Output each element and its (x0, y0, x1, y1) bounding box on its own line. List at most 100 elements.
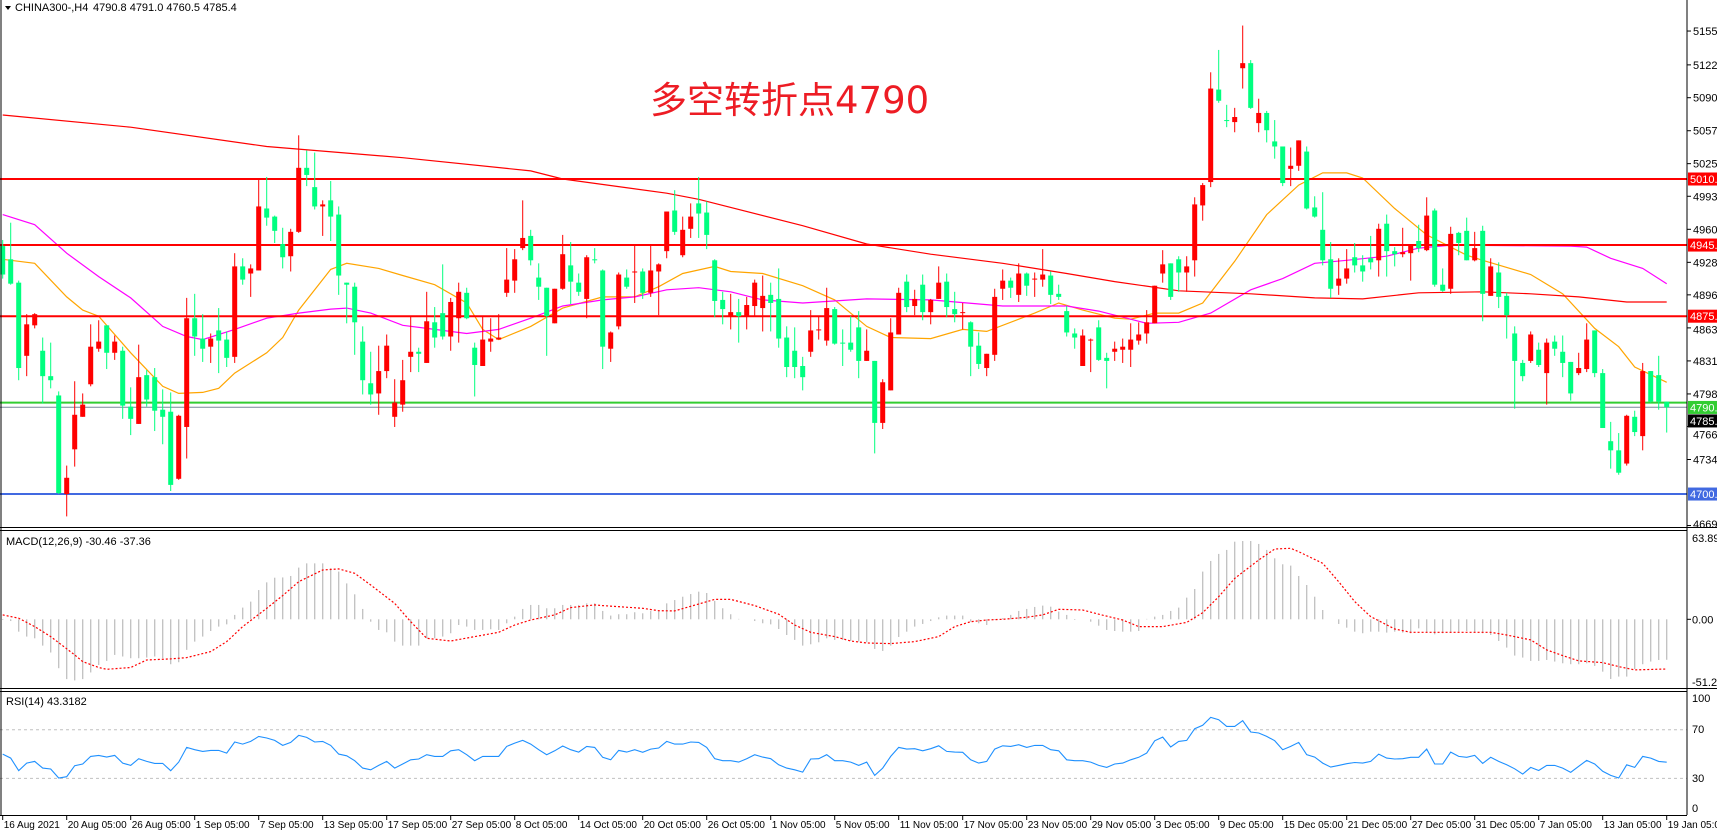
candle (1376, 223, 1382, 277)
macd-axis-label: 0.00 (1692, 614, 1713, 626)
candle (800, 356, 806, 391)
candle (368, 351, 374, 405)
candle (264, 176, 270, 226)
price-tick-label: 4669.0 (1693, 519, 1717, 531)
candle-body (1624, 415, 1630, 464)
candle-body (960, 312, 966, 314)
candle (456, 282, 462, 343)
candle (104, 325, 110, 370)
candle-body (768, 294, 774, 303)
candle (96, 320, 102, 352)
candle (1384, 214, 1390, 277)
symbol-timeframe: CHINA300-,H4 (15, 2, 88, 14)
candle-body (848, 342, 854, 350)
price-tick-label: 5025.1 (1693, 159, 1717, 171)
candle-body (920, 284, 926, 313)
candle-body (1536, 349, 1542, 365)
candle-body (1016, 273, 1022, 295)
candle (1264, 110, 1270, 143)
candle-body (688, 216, 694, 229)
level-tag-box (1688, 172, 1717, 186)
candle-body (1520, 362, 1526, 377)
candle-body (344, 282, 350, 285)
candle (472, 342, 478, 397)
candle-body (1200, 185, 1206, 206)
time-tick-label: 19 Jan 05:00 (1668, 820, 1717, 831)
candle (624, 269, 630, 289)
candle (712, 259, 718, 318)
candle (600, 269, 606, 370)
level-tag-box (1688, 400, 1717, 414)
rsi-axis-label: 0 (1692, 803, 1698, 815)
candle-body (280, 244, 286, 258)
candle-body (104, 325, 110, 353)
candle (1336, 258, 1342, 295)
candle-body (1328, 259, 1334, 289)
macd-axis-label: 63.89 (1692, 533, 1717, 545)
candle-body (1456, 232, 1462, 244)
candle-body (272, 216, 278, 231)
level-price-tag: 4790.0 (1688, 400, 1717, 414)
candle-body (816, 329, 822, 331)
candle (896, 287, 902, 335)
candle (416, 347, 422, 373)
candle (912, 289, 918, 316)
moving-average-line (2, 172, 1667, 395)
candle-body (1072, 333, 1078, 338)
triangle-down-icon[interactable] (5, 6, 11, 10)
candle-body (784, 337, 790, 368)
candle-body (1448, 233, 1454, 289)
candle (1656, 355, 1662, 410)
candle-body (632, 271, 638, 273)
candle-body (1608, 441, 1614, 451)
candle-body (376, 371, 382, 394)
candle (1088, 338, 1094, 373)
candle-body (1088, 339, 1094, 341)
candle-body (656, 264, 662, 272)
candle (1008, 277, 1014, 298)
candle (1288, 147, 1294, 187)
candle-body (976, 345, 982, 364)
candle (1120, 338, 1126, 363)
candle (816, 316, 822, 340)
price-tick-label: 4896.0 (1693, 290, 1717, 302)
time-tick-label: 20 Oct 05:00 (644, 820, 702, 831)
candle-body (1184, 266, 1190, 273)
candle-body (520, 237, 526, 249)
candle (1056, 284, 1062, 300)
candle (744, 296, 750, 330)
rsi-axis-label: 100 (1692, 693, 1710, 705)
candle (1096, 320, 1102, 361)
candle-body (1440, 284, 1446, 291)
candle (1392, 247, 1398, 267)
level-price-tag: 4785.4 (1688, 414, 1717, 428)
candle-body (624, 277, 630, 287)
candle (720, 291, 726, 325)
candle-body (1168, 263, 1174, 297)
candle-body (1552, 341, 1558, 349)
candle (296, 135, 302, 233)
candle (512, 249, 518, 293)
candle-body (536, 277, 542, 287)
candle-body (776, 298, 782, 339)
candle (1432, 208, 1438, 287)
candle (920, 274, 926, 321)
candle-body (704, 212, 710, 235)
candle-body (936, 282, 942, 299)
candle (1032, 272, 1038, 297)
candle (88, 324, 94, 387)
candle (376, 345, 382, 415)
candle (464, 287, 470, 320)
candle-body (728, 312, 734, 317)
candle-body (496, 337, 502, 340)
rsi-axis-label: 70 (1692, 724, 1704, 736)
candle-body (1504, 295, 1510, 316)
candle-body (408, 351, 414, 357)
candle-body (872, 360, 878, 423)
candle-body (912, 298, 918, 307)
candle (1360, 255, 1366, 282)
candle-body (1432, 210, 1438, 285)
candle-body (152, 377, 158, 411)
candle-body (1144, 322, 1150, 334)
